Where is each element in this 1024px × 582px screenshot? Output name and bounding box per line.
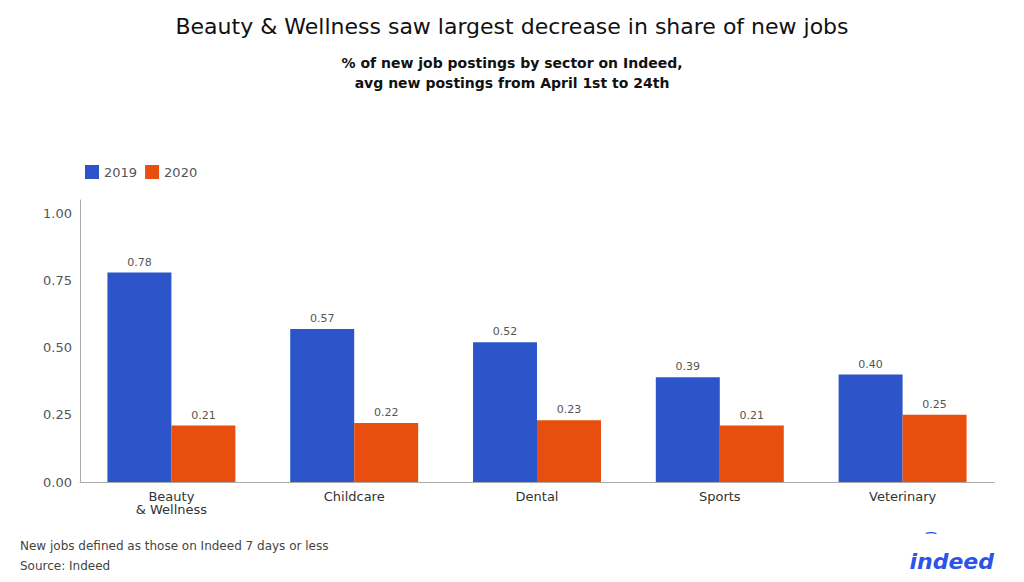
svg-text:0.78: 0.78 xyxy=(127,256,152,269)
svg-text:Sports: Sports xyxy=(699,489,741,504)
svg-text:Dental: Dental xyxy=(516,489,559,504)
svg-text:% of new job postings by secto: % of new job postings by sector on Indee… xyxy=(342,55,683,71)
svg-text:Source: Indeed: Source: Indeed xyxy=(20,559,110,573)
svg-text:0.57: 0.57 xyxy=(310,312,335,325)
svg-text:0.52: 0.52 xyxy=(493,325,518,338)
svg-text:0.23: 0.23 xyxy=(557,403,582,416)
svg-text:0.50: 0.50 xyxy=(43,340,72,355)
svg-text:0.22: 0.22 xyxy=(374,406,399,419)
svg-text:⁀: ⁀ xyxy=(925,532,937,547)
svg-text:0.25: 0.25 xyxy=(922,398,947,411)
svg-text:2019: 2019 xyxy=(104,165,137,180)
svg-text:0.00: 0.00 xyxy=(43,475,72,490)
svg-text:0.40: 0.40 xyxy=(858,358,883,371)
svg-text:& Wellness: & Wellness xyxy=(136,502,208,517)
svg-text:indeed: indeed xyxy=(909,549,994,574)
svg-text:0.21: 0.21 xyxy=(740,409,765,422)
svg-text:Beauty & Wellness saw largest: Beauty & Wellness saw largest decrease i… xyxy=(175,14,848,39)
svg-text:1.00: 1.00 xyxy=(43,206,72,221)
svg-text:Veterinary: Veterinary xyxy=(869,489,936,504)
svg-text:New jobs defined as those on I: New jobs defined as those on Indeed 7 da… xyxy=(20,539,328,553)
svg-text:Childcare: Childcare xyxy=(324,489,385,504)
svg-text:avg new postings from April 1s: avg new postings from April 1st to 24th xyxy=(355,75,670,91)
svg-text:0.21: 0.21 xyxy=(191,409,216,422)
svg-text:2020: 2020 xyxy=(164,165,197,180)
svg-text:Beauty: Beauty xyxy=(148,489,195,504)
svg-text:0.75: 0.75 xyxy=(43,273,72,288)
svg-text:0.39: 0.39 xyxy=(676,360,701,373)
svg-text:0.25: 0.25 xyxy=(43,407,72,422)
